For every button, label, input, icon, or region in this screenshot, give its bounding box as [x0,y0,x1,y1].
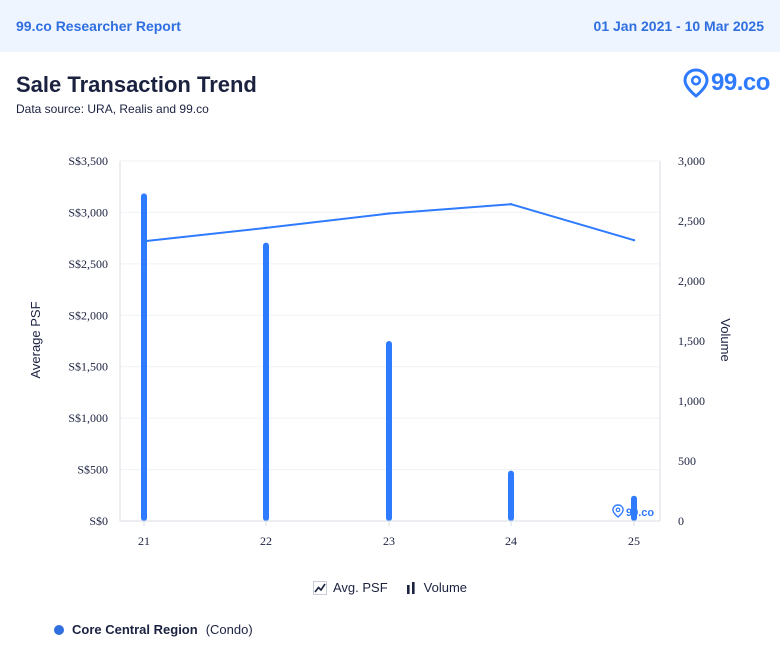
logo-text: 99.co [711,69,770,96]
region-color-dot [54,624,64,635]
y-left-tick-label: S$3,500 [68,154,108,168]
y-right-tick-label: 0 [678,514,684,528]
volume-bar [263,242,269,521]
y-left-tick-label: S$2,000 [68,308,108,322]
y-left-tick-label: S$2,500 [68,257,108,271]
watermark-text: 99.co [626,507,654,519]
x-tick-label: 21 [138,534,150,548]
legend-item-avg-psf[interactable]: Avg. PSF [312,580,388,595]
watermark-pin-icon [612,504,624,518]
y-right-tick-label: 2,500 [678,214,705,228]
avg-psf-point [509,203,513,206]
location-pin-icon [683,68,709,98]
legend-label-avg-psf: Avg. PSF [332,580,388,595]
volume-bar [508,470,514,521]
report-header-bar: 99.co Researcher Report 01 Jan 2021 - 10… [0,0,780,52]
volume-bar [141,193,147,521]
y-right-tick-label: 2,000 [678,274,705,288]
y-axis-right-label: Volume [718,318,733,361]
volume-bars [141,193,637,521]
avg-psf-point [264,226,268,230]
data-source: Data source: URA, Realis and 99.co [16,102,209,116]
avg-psf-line-group [142,203,636,243]
avg-psf-point [142,240,146,243]
avg-psf-line [143,203,635,243]
x-tick-label: 25 [628,534,640,548]
x-tick-label: 23 [383,534,395,548]
y-right-tick-label: 3,000 [678,154,705,168]
region-name: Core Central Region [72,622,198,637]
y-right-tick-label: 1,000 [678,394,705,408]
x-tick-label: 24 [505,534,517,548]
y-right-tick-label: 500 [678,454,696,468]
region-type: (Condo) [205,622,253,637]
sale-transaction-chart: S$0 S$500 S$1,000 S$1,500 S$2,000 S$2,500 S$3,… [28,154,733,548]
date-range: 01 Jan 2021 - 10 Mar 2025 [593,18,764,34]
legend-label-volume: Volume [423,580,468,595]
avg-psf-point [387,212,391,215]
avg-psf-point [632,239,636,242]
legend-item-volume[interactable]: Volume [404,580,467,595]
y-left-tick-label: S$1,000 [68,411,108,425]
volume-bar [631,495,637,521]
brand-logo: 99.co [683,68,770,98]
watermark-logo: 99.co [612,504,654,519]
report-title: 99.co Researcher Report [16,18,181,34]
chart-legend: Avg. PSF Volume [0,580,780,595]
y-left-tick-label: S$3,000 [68,205,108,219]
chart-title: Sale Transaction Trend [16,72,257,97]
y-axis-left-label: Average PSF [28,301,43,378]
region-legend: Core Central Region (Condo) [54,622,253,637]
line-chart-icon [312,580,327,595]
x-tick-label: 22 [260,534,272,548]
y-left-tick-label: S$0 [89,514,108,528]
volume-bar [386,341,392,521]
y-left-tick-label: S$500 [77,463,108,477]
bar-chart-icon [406,581,415,594]
y-right-tick-label: 1,500 [678,334,705,348]
y-left-tick-label: S$1,500 [68,360,108,374]
axes: S$0 S$500 S$1,000 S$1,500 S$2,000 S$2,500 S$3,… [68,154,705,548]
